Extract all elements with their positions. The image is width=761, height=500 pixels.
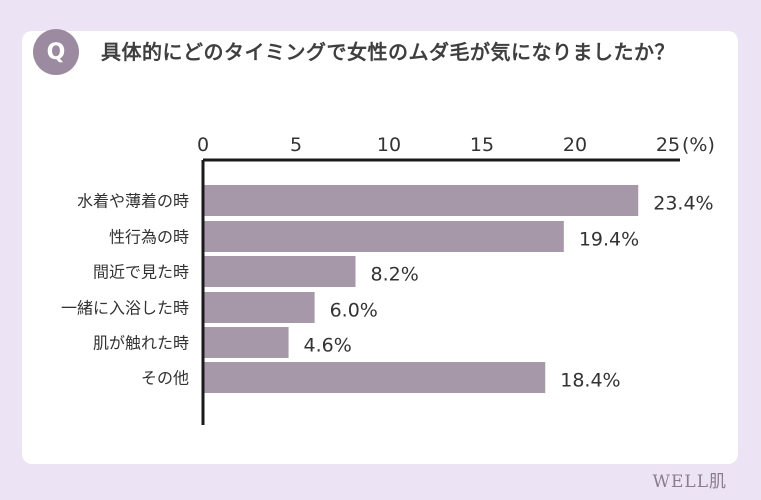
category-label: 間近で見た時 — [93, 263, 189, 282]
x-tick-label: 5 — [290, 134, 302, 156]
brand-logo: WELL肌 — [652, 472, 727, 492]
category-label: 一緒に入浴した時 — [61, 299, 189, 318]
x-tick-label: 25 — [656, 134, 680, 156]
value-label: 8.2% — [371, 264, 419, 286]
x-tick-label: 15 — [470, 134, 494, 156]
question-badge: Q — [33, 29, 79, 75]
bar — [203, 362, 546, 393]
bar — [203, 292, 315, 323]
bar — [203, 256, 356, 287]
bar — [203, 185, 639, 216]
category-label: 肌が触れた時 — [93, 334, 189, 353]
value-label: 4.6% — [304, 335, 352, 357]
bar — [203, 327, 289, 358]
value-label: 6.0% — [330, 300, 378, 322]
category-label: その他 — [141, 369, 189, 388]
value-label: 19.4% — [579, 229, 639, 251]
x-tick-label: 0 — [197, 134, 209, 156]
value-label: 23.4% — [653, 193, 713, 215]
value-label: 18.4% — [560, 370, 620, 392]
x-unit-label: (%) — [682, 134, 715, 156]
x-tick-label: 10 — [377, 134, 401, 156]
x-tick-label: 20 — [563, 134, 587, 156]
question-title: 具体的にどのタイミングで女性のムダ毛が気になりましたか？ — [101, 40, 675, 64]
bar — [203, 221, 564, 252]
category-label: 水着や薄着の時 — [77, 192, 189, 211]
category-label: 性行為の時 — [109, 228, 189, 247]
